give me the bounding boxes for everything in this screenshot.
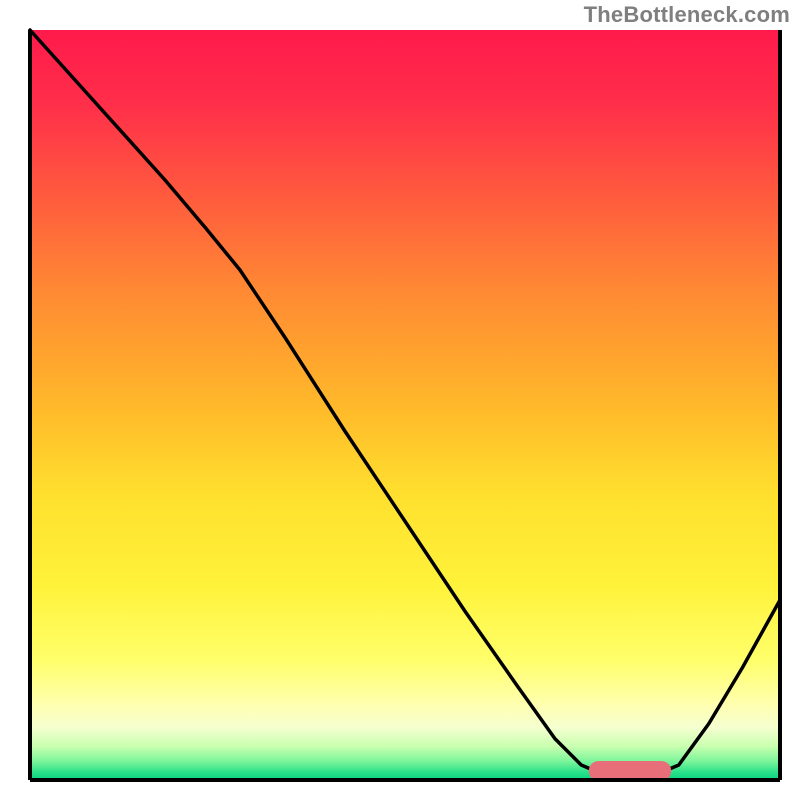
watermark-text: TheBottleneck.com bbox=[584, 2, 790, 28]
bottleneck-chart: TheBottleneck.com bbox=[0, 0, 800, 800]
chart-svg bbox=[0, 0, 800, 800]
gradient-background bbox=[30, 30, 780, 780]
